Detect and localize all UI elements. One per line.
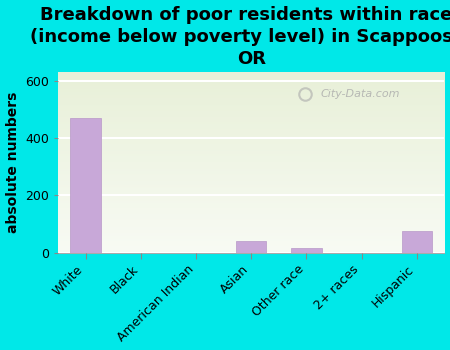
Bar [71,118,101,253]
Text: City-Data.com: City-Data.com [321,89,400,99]
Bar [402,231,432,253]
Title: Breakdown of poor residents within races
(income below poverty level) in Scappoo: Breakdown of poor residents within races… [30,6,450,68]
Bar [291,248,322,253]
Bar [236,241,266,253]
Y-axis label: absolute numbers: absolute numbers [5,92,19,233]
